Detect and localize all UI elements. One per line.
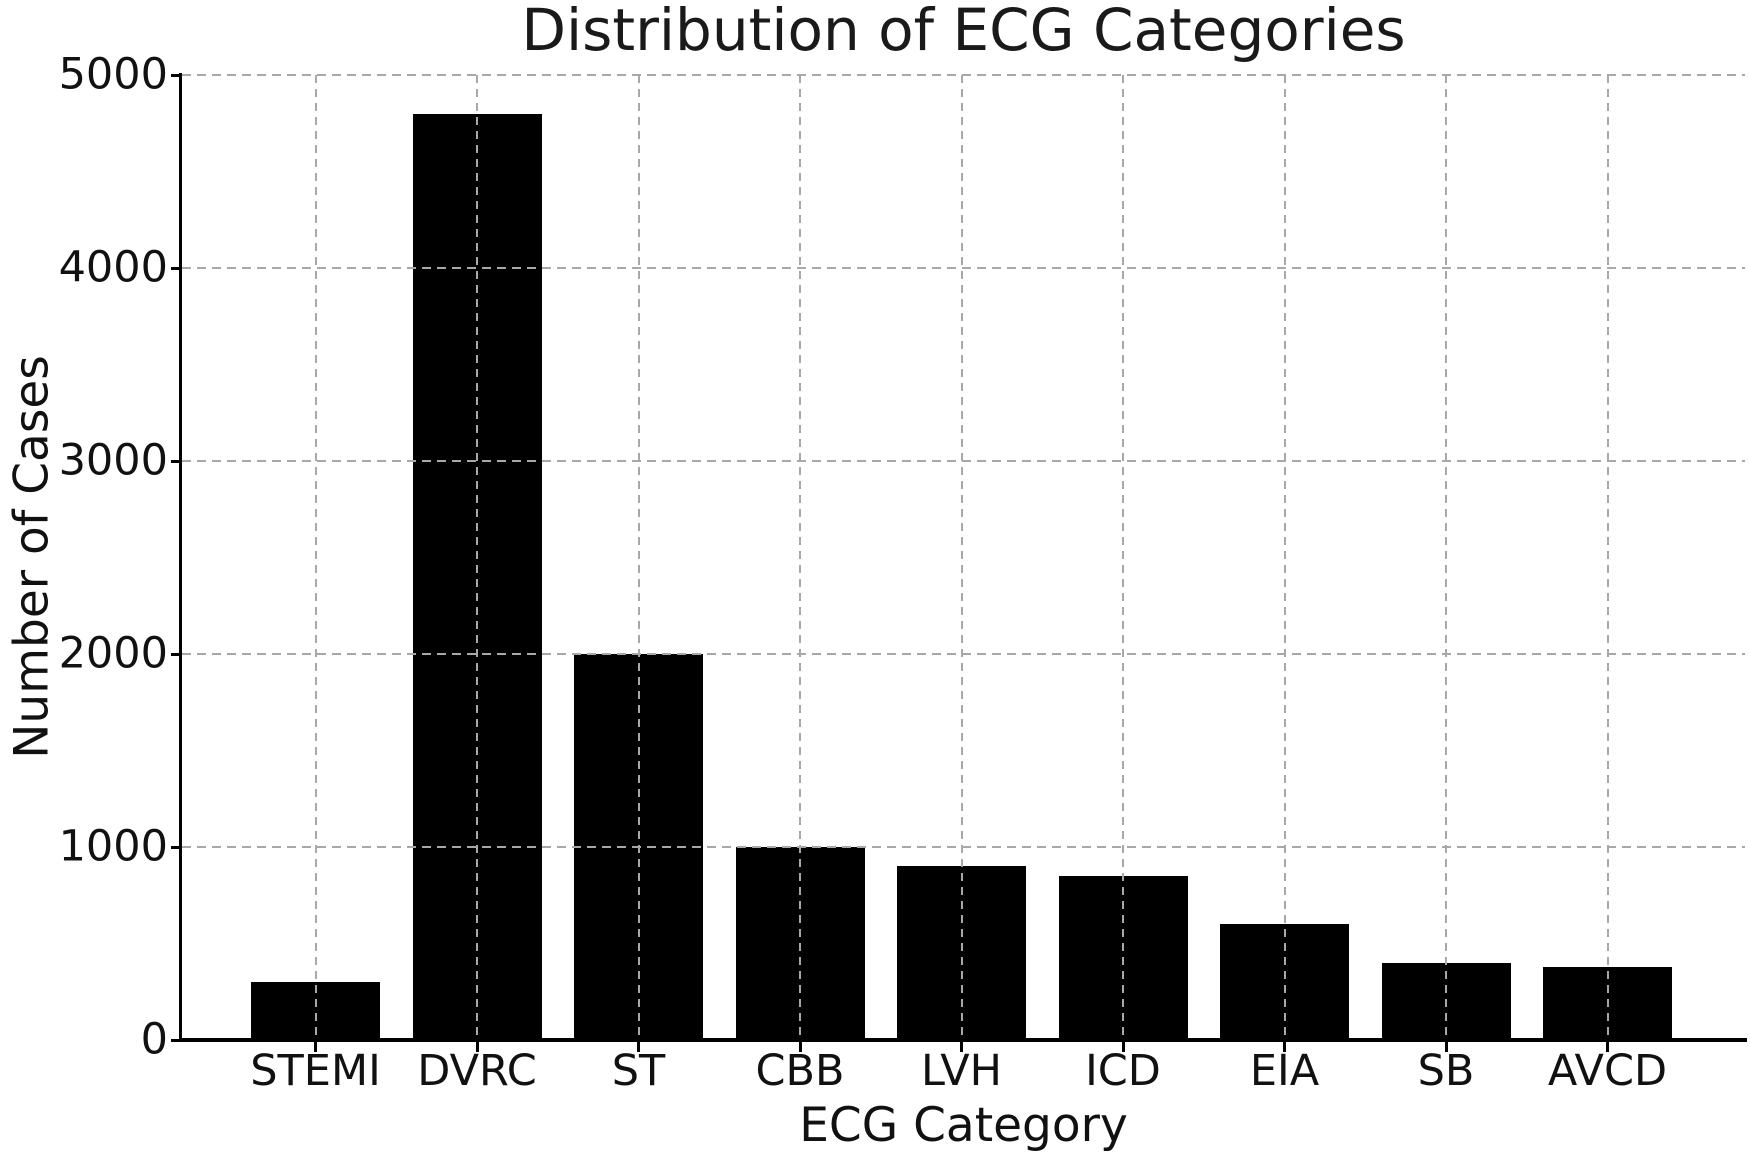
y-tick-3000 bbox=[171, 459, 182, 463]
y-tick-1000 bbox=[171, 845, 182, 849]
v-gridline-stemi bbox=[314, 75, 317, 1040]
x-tick-sb bbox=[1444, 1042, 1448, 1052]
chart-title: Distribution of ECG Categories bbox=[521, 0, 1406, 64]
y-axis-label: Number of Cases bbox=[4, 355, 60, 759]
x-tick-icd bbox=[1121, 1042, 1125, 1052]
v-gridline-st bbox=[637, 75, 640, 1040]
y-tick-label-0: 0 bbox=[140, 1014, 168, 1065]
y-tick-label-4000: 4000 bbox=[58, 242, 168, 293]
x-axis-label: ECG Category bbox=[799, 1098, 1128, 1152]
y-axis-spine bbox=[179, 73, 182, 1042]
y-tick-5000 bbox=[171, 73, 182, 77]
x-tick-lvh bbox=[960, 1042, 963, 1052]
y-tick-0 bbox=[171, 1038, 182, 1042]
v-gridline-avcd bbox=[1606, 75, 1609, 1040]
x-axis-spine bbox=[179, 1038, 1747, 1042]
v-gridline-lvh bbox=[960, 75, 963, 1040]
x-tick-st bbox=[637, 1042, 640, 1052]
y-tick-label-5000: 5000 bbox=[58, 49, 168, 100]
y-tick-4000 bbox=[171, 266, 182, 270]
x-tick-label-st: ST bbox=[611, 1046, 666, 1096]
y-tick-label-3000: 3000 bbox=[58, 435, 168, 486]
x-tick-label-stemi: STEMI bbox=[250, 1046, 381, 1096]
h-gridline-2000 bbox=[182, 653, 1745, 655]
x-tick-avcd bbox=[1606, 1042, 1609, 1052]
x-tick-eia bbox=[1283, 1042, 1286, 1052]
x-tick-label-lvh: LVH bbox=[921, 1046, 1002, 1096]
x-tick-label-sb: SB bbox=[1417, 1046, 1475, 1096]
x-tick-label-avcd: AVCD bbox=[1547, 1046, 1668, 1096]
x-tick-label-icd: ICD bbox=[1085, 1046, 1161, 1096]
y-tick-label-2000: 2000 bbox=[58, 628, 168, 679]
v-gridline-eia bbox=[1283, 75, 1286, 1040]
h-gridline-4000 bbox=[182, 267, 1745, 269]
h-gridline-1000 bbox=[182, 846, 1745, 848]
x-tick-label-dvrc: DVRC bbox=[417, 1046, 537, 1096]
plot-area bbox=[182, 74, 1745, 1040]
x-tick-stemi bbox=[314, 1042, 317, 1052]
x-tick-label-cbb: CBB bbox=[755, 1046, 845, 1096]
y-tick-label-1000: 1000 bbox=[58, 821, 168, 872]
v-gridline-cbb bbox=[799, 75, 801, 1040]
x-tick-label-eia: EIA bbox=[1249, 1046, 1320, 1096]
x-tick-cbb bbox=[798, 1042, 802, 1052]
v-gridline-icd bbox=[1122, 75, 1124, 1040]
h-gridline-3000 bbox=[182, 460, 1745, 462]
v-gridline-sb bbox=[1445, 75, 1447, 1040]
x-tick-dvrc bbox=[475, 1042, 479, 1052]
y-tick-2000 bbox=[171, 652, 182, 656]
v-gridline-dvrc bbox=[476, 75, 478, 1040]
h-gridline-5000 bbox=[182, 74, 1745, 76]
